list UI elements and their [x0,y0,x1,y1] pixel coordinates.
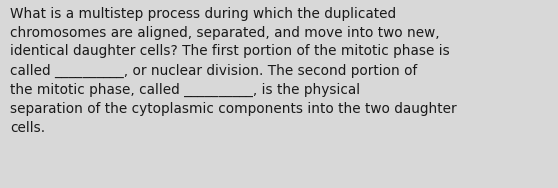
Text: What is a multistep process during which the duplicated
chromosomes are aligned,: What is a multistep process during which… [10,7,456,135]
